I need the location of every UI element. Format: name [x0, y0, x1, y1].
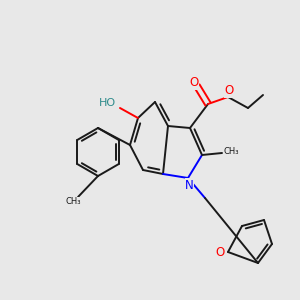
Text: N: N — [185, 179, 194, 192]
Text: O: O — [225, 85, 234, 98]
Text: HO: HO — [98, 98, 116, 109]
Text: O: O — [189, 76, 199, 89]
Text: CH₃: CH₃ — [66, 197, 81, 206]
Text: CH₃: CH₃ — [223, 147, 239, 156]
Text: O: O — [216, 245, 225, 259]
